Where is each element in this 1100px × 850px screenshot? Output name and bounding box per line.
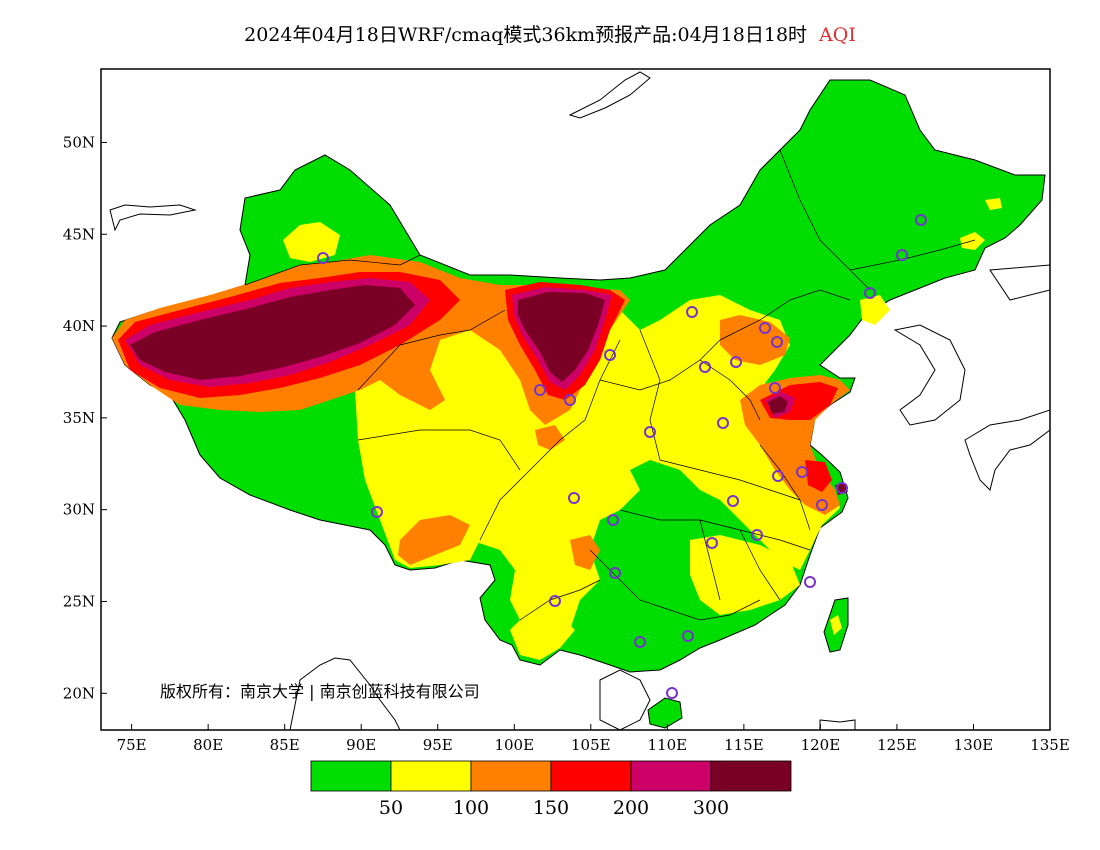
coastline-india-east <box>289 657 401 730</box>
station-marker <box>717 417 729 429</box>
colorbar-label: 200 <box>613 797 649 819</box>
lon-tick-label: 95E <box>423 736 453 754</box>
colorbar-swatch <box>710 760 792 792</box>
aqi-zone-moderate-central <box>355 295 840 645</box>
colorbar-label: 100 <box>453 797 489 819</box>
aqi-zone-moderate-heilongjiang <box>985 198 1002 210</box>
monitoring-stations <box>317 214 927 699</box>
lat-tick-label: 50N <box>63 133 95 151</box>
hainan-island <box>647 697 683 729</box>
station-marker <box>769 382 781 394</box>
coastline-philippines <box>819 719 856 730</box>
station-marker <box>534 384 546 396</box>
lat-tick-label: 40N <box>63 317 95 335</box>
coastline-japan-south <box>964 409 1050 491</box>
station-marker <box>816 499 828 511</box>
station-marker <box>634 636 646 648</box>
coastline-japan-north <box>989 264 1050 301</box>
lat-tick-label: 45N <box>63 225 95 243</box>
aqi-zone-sensitive-tibet <box>398 515 470 565</box>
axis-ticks: 75E 80E 85E 90E 95E 100E 105E 110E 115E 120E 125E 1… <box>63 133 1070 754</box>
title-main: 2024年04月18日WRF/cmaq模式36km预报产品:04月18日18时 <box>244 24 808 46</box>
copyright-text: 版权所有：南京大学 | 南京创蓝科技有限公司 <box>160 682 480 701</box>
lon-tick-label: 130E <box>954 736 994 754</box>
coastline-caspian <box>109 204 197 232</box>
station-marker <box>549 595 561 607</box>
lon-tick-label: 90E <box>346 736 376 754</box>
colorbar-label: 300 <box>693 797 729 819</box>
lon-tick-label: 100E <box>494 736 534 754</box>
station-marker <box>759 322 771 334</box>
station-marker <box>371 506 383 518</box>
lon-tick-label: 115E <box>724 736 764 754</box>
station-marker <box>686 306 698 318</box>
aqi-zone-sensitive-gansu <box>535 425 565 450</box>
station-marker <box>317 252 329 264</box>
taiwan-yellow-patch <box>830 615 842 635</box>
aqi-zone-unhealthy-jiangsu <box>805 460 832 492</box>
lon-tick-label: 110E <box>648 736 688 754</box>
lon-tick-label: 85E <box>270 736 300 754</box>
colorbar-swatch <box>310 760 392 792</box>
station-marker <box>836 482 848 494</box>
lat-tick-label: 25N <box>63 592 95 610</box>
colorbar-label: 150 <box>533 797 569 819</box>
station-marker <box>609 567 621 579</box>
station-marker <box>706 537 718 549</box>
map-title: 2024年04月18日WRF/cmaq模式36km预报产品:04月18日18时 A… <box>0 20 1100 47</box>
station-marker <box>751 529 763 541</box>
coastline-korea <box>893 324 966 426</box>
colorbar-swatch <box>390 760 472 792</box>
title-variable: AQI <box>819 24 856 46</box>
aqi-zone-hazardous-badain-jaran <box>518 292 605 382</box>
aqi-zone-hazardous-taklamakan <box>130 285 415 380</box>
aqi-zone-sensitive-sichuan <box>570 535 600 570</box>
coastline-indochina <box>599 669 651 730</box>
station-marker <box>796 466 808 478</box>
lon-tick-label: 80E <box>193 736 223 754</box>
station-marker <box>666 687 678 699</box>
lon-tick-label: 75E <box>117 736 147 754</box>
province-boundaries <box>244 149 976 621</box>
station-marker <box>564 394 576 406</box>
aqi-zone-moderate-south <box>690 535 800 615</box>
lon-tick-label: 105E <box>571 736 611 754</box>
aqi-zone-hazardous-shandong <box>768 396 788 414</box>
map-content: 版权所有：南京大学 | 南京创蓝科技有限公司 <box>109 71 1050 730</box>
lon-tick-label: 135E <box>1030 736 1070 754</box>
station-marker <box>730 356 742 368</box>
station-marker <box>604 349 616 361</box>
lat-tick-label: 20N <box>63 684 95 702</box>
station-marker <box>699 361 711 373</box>
station-marker <box>771 336 783 348</box>
map-frame <box>100 68 1051 731</box>
coastline-baikal <box>568 71 651 119</box>
station-marker <box>915 214 927 226</box>
aqi-colorbar: 50 100 150 200 300 <box>310 760 792 819</box>
station-marker <box>644 426 656 438</box>
lon-tick-label: 125E <box>877 736 917 754</box>
aqi-zone-moderate-xinjiang-north <box>283 222 340 262</box>
station-marker <box>607 514 619 526</box>
station-marker <box>804 576 816 588</box>
station-marker <box>896 249 908 261</box>
station-marker <box>772 470 784 482</box>
station-marker <box>727 495 739 507</box>
station-marker <box>682 630 694 642</box>
lat-tick-label: 35N <box>63 409 95 427</box>
lat-tick-label: 30N <box>63 501 95 519</box>
colorbar-label: 50 <box>379 797 403 819</box>
station-marker <box>568 492 580 504</box>
colorbar-swatch <box>470 760 552 792</box>
aqi-zone-moderate-yunnan <box>510 610 575 660</box>
aqi-zone-moderate-liaoning <box>860 295 890 325</box>
station-marker <box>864 287 876 299</box>
aqi-zone-sensitive-north-china <box>720 315 790 365</box>
colorbar-swatch <box>630 760 712 792</box>
colorbar-swatch <box>550 760 632 792</box>
lon-tick-label: 120E <box>801 736 841 754</box>
